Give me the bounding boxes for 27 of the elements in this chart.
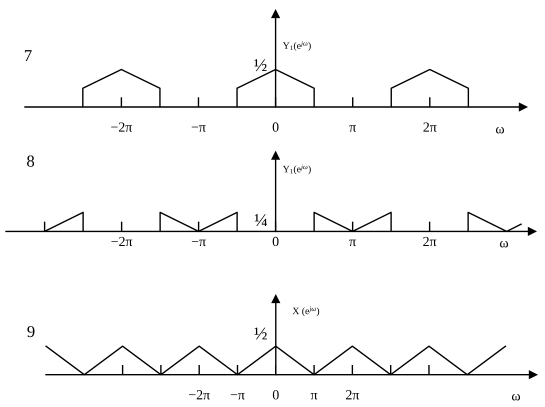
- x-axis-title: ω: [500, 240, 508, 248]
- chart-title: 9: [27, 326, 34, 338]
- x-tick-label: π: [349, 125, 356, 132]
- x-tick-label: −π: [192, 240, 206, 246]
- y-axis-title: Y$_{1}$(e$^{jω}$): [282, 41, 311, 51]
- x-tick-label: −π: [192, 125, 206, 132]
- y-axis-title: Y$_{1}$(e$^{jω}$): [282, 164, 311, 174]
- y-axis-title: X (e$^{jω}$): [292, 306, 320, 316]
- x-tick-label: −2π: [188, 390, 210, 400]
- chart-title: 7: [24, 50, 32, 62]
- x-tick-label: π: [349, 240, 356, 246]
- x-tick-label: π: [310, 392, 318, 400]
- x-tick-label: 2π: [423, 122, 437, 132]
- annotation: ½: [254, 59, 267, 72]
- annotation: ½: [254, 328, 267, 340]
- x-tick-label: 0: [272, 236, 279, 246]
- x-axis-title: ω: [496, 126, 504, 134]
- x-axis-title: ω: [512, 394, 520, 400]
- x-tick-label: 0: [272, 122, 279, 132]
- annotation: ¼: [254, 214, 267, 226]
- x-tick-label: 0: [272, 390, 279, 400]
- x-tick-label: 2π: [346, 390, 360, 400]
- x-tick-label: −2π: [111, 236, 132, 246]
- chart-title: 8: [27, 156, 34, 167]
- x-tick-label: −2π: [111, 122, 132, 132]
- x-tick-label: 2π: [423, 236, 436, 246]
- x-tick-label: −π: [230, 392, 245, 400]
